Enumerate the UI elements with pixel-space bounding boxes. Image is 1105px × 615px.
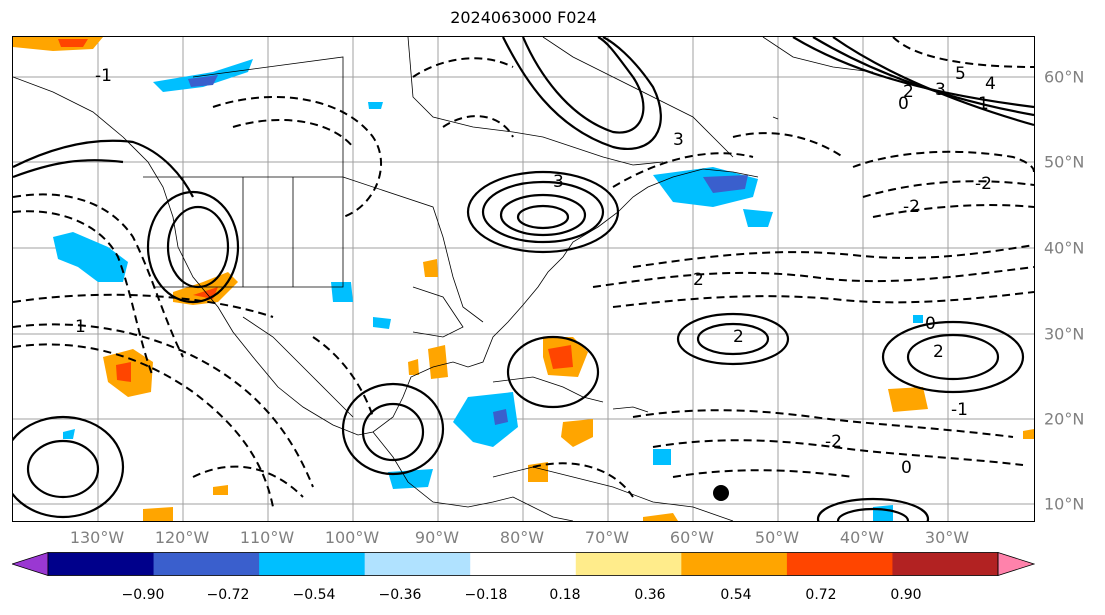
contour-label: 3 [935, 80, 946, 100]
colorbar-tick-label: −0.18 [464, 587, 508, 603]
graticule [13, 37, 1034, 521]
contour-label: 2 [693, 270, 704, 290]
colorbar-segment [470, 552, 577, 576]
contour-label: -1 [95, 66, 112, 86]
contour-label: 1 [75, 317, 86, 337]
contour-label: 2 [733, 327, 744, 347]
contour-label: 3 [673, 130, 684, 150]
location-marker-icon [713, 485, 729, 501]
contour-value-labels: 5 4 3 2 1 0 -2 -2 2 2 3 3 2 0 -2 -1 1 0 … [75, 64, 996, 478]
colorbar-segment [364, 552, 471, 576]
lon-label: 40°W [839, 528, 885, 547]
lat-label: 50°N [1044, 152, 1085, 172]
contour-label: 5 [955, 64, 966, 84]
colorbar-segment [153, 552, 260, 576]
contour-label: 3 [553, 172, 564, 192]
lon-label: 120°W [154, 528, 210, 547]
lon-label: 90°W [414, 528, 460, 547]
lon-label: 100°W [324, 528, 380, 547]
contour-label: 4 [985, 74, 996, 94]
contour-label: 2 [903, 82, 914, 102]
map-title: 2024063000 F024 [450, 8, 597, 27]
lon-label: 60°W [669, 528, 715, 547]
shaded-anomalies [13, 37, 1034, 521]
lat-label: 20°N [1044, 409, 1085, 429]
lon-label: 50°W [754, 528, 800, 547]
colorbar-segment [575, 552, 682, 576]
lon-label: 130°W [69, 528, 125, 547]
forecast-map: 5 4 3 2 1 0 -2 -2 2 2 3 3 2 0 -2 -1 1 0 … [13, 37, 1034, 521]
contour-label: 0 [898, 94, 909, 114]
contour-label: -2 [825, 432, 842, 452]
colorbar-tick-label: −0.54 [292, 587, 336, 603]
lat-label: 40°N [1044, 238, 1085, 258]
colorbar-tick-label: −0.90 [121, 587, 165, 603]
colorbar [12, 552, 1035, 576]
colorbar-tick-label: 0.36 [634, 587, 666, 603]
colorbar-segment [786, 552, 893, 576]
colorbar-segment [892, 552, 999, 576]
colorbar-tick-label: −0.72 [206, 587, 250, 603]
colorbar-segment [681, 552, 788, 576]
coastlines [13, 37, 874, 521]
map-panel: 5 4 3 2 1 0 -2 -2 2 2 3 3 2 0 -2 -1 1 0 … [12, 36, 1035, 522]
contour-label: 0 [901, 458, 912, 478]
lat-label: 60°N [1044, 67, 1085, 87]
colorbar-segment [259, 552, 366, 576]
colorbar-tick-label: 0.90 [890, 587, 922, 603]
contour-label: -1 [951, 400, 968, 420]
contour-label: 0 [925, 314, 936, 334]
lat-label: 10°N [1044, 494, 1085, 514]
contour-label: 1 [978, 94, 989, 114]
colorbar-tick-label: −0.36 [378, 587, 422, 603]
lon-label: 70°W [584, 528, 630, 547]
negative-contours [13, 37, 1034, 508]
lon-label: 30°W [924, 528, 970, 547]
contour-label: -2 [903, 197, 920, 217]
positive-contours [13, 37, 1034, 521]
lon-label: 110°W [239, 528, 295, 547]
colorbar-tick-label: 0.54 [720, 587, 752, 603]
lon-label: 80°W [499, 528, 545, 547]
lat-label: 30°N [1044, 324, 1085, 344]
contour-label: 2 [933, 342, 944, 362]
colorbar-extend-low [12, 552, 49, 576]
contour-label: -2 [975, 174, 992, 194]
colorbar-tick-label: 0.72 [805, 587, 837, 603]
colorbar-segment [48, 552, 155, 576]
colorbar-extend-high [997, 552, 1035, 576]
colorbar-tick-label: 0.18 [549, 587, 581, 603]
